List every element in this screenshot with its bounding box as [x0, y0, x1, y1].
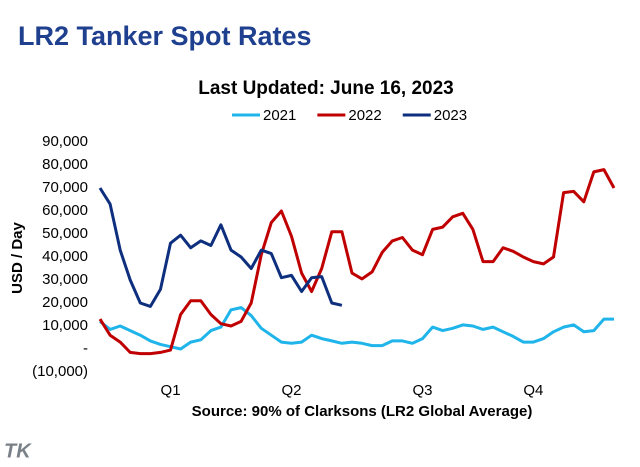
x-tick-label: Q4: [523, 382, 543, 399]
legend-label: 2023: [434, 107, 467, 124]
chart-title: Last Updated: June 16, 2023: [198, 78, 454, 99]
y-tick-label: (10,000): [32, 363, 88, 380]
x-tick-label: Q1: [161, 382, 181, 399]
y-tick-label: 20,000: [42, 294, 88, 311]
series-line: [99, 306, 614, 351]
x-axis-label: Source: 90% of Clarksons (LR2 Global Ave…: [192, 403, 533, 420]
y-tick-label: 40,000: [42, 248, 88, 265]
y-tick-label: 10,000: [42, 317, 88, 334]
series-line: [98, 187, 343, 308]
y-axis-label: USD / Day: [9, 222, 26, 294]
y-tick-label: 60,000: [42, 202, 88, 219]
page-title: LR2 Tanker Spot Rates: [18, 21, 312, 51]
y-tick-label: 80,000: [42, 156, 88, 173]
x-tick-label: Q3: [413, 382, 433, 399]
legend-label: 2021: [263, 107, 296, 124]
logo: TK: [4, 440, 32, 462]
y-tick-label: 90,000: [42, 133, 88, 150]
y-tick-label: -: [83, 340, 88, 357]
x-tick-label: Q2: [281, 382, 301, 399]
y-tick-label: 70,000: [42, 179, 88, 196]
y-tick-label: 50,000: [42, 225, 88, 242]
y-tick-label: 30,000: [42, 271, 88, 288]
legend-label: 2022: [348, 107, 381, 124]
series-line: [98, 168, 616, 356]
